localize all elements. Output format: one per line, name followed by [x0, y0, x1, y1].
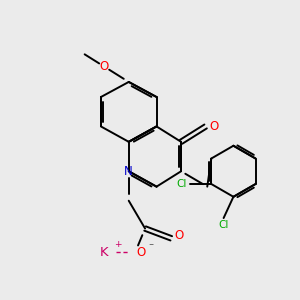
Text: ⁻: ⁻	[148, 242, 154, 252]
Text: K: K	[100, 246, 109, 259]
Text: Cl: Cl	[177, 179, 187, 189]
Text: Cl: Cl	[218, 220, 229, 230]
Text: O: O	[209, 120, 218, 133]
Text: O: O	[136, 246, 146, 259]
Text: N: N	[124, 165, 133, 178]
Text: +: +	[114, 240, 122, 249]
Text: O: O	[175, 229, 184, 242]
Text: O: O	[100, 60, 109, 73]
